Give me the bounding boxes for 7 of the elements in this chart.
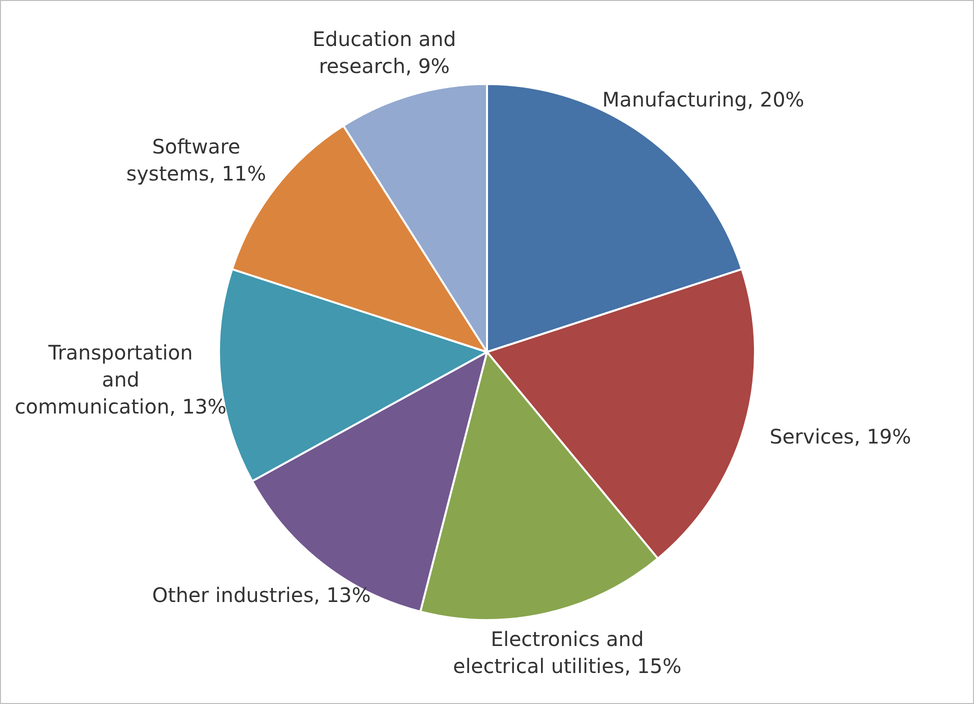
slice-label: Services, 19% xyxy=(770,424,912,449)
slice-label: Software systems, 11% xyxy=(126,134,266,186)
slice-label: Electronics and electrical utilities, 15% xyxy=(453,627,682,678)
slice-label: Manufacturing, 20% xyxy=(602,87,804,112)
slice-label: Education and research, 9% xyxy=(312,27,456,78)
slice-label: Transportation and communication, 13% xyxy=(14,340,227,418)
slice-label: Other industries, 13% xyxy=(152,583,371,608)
